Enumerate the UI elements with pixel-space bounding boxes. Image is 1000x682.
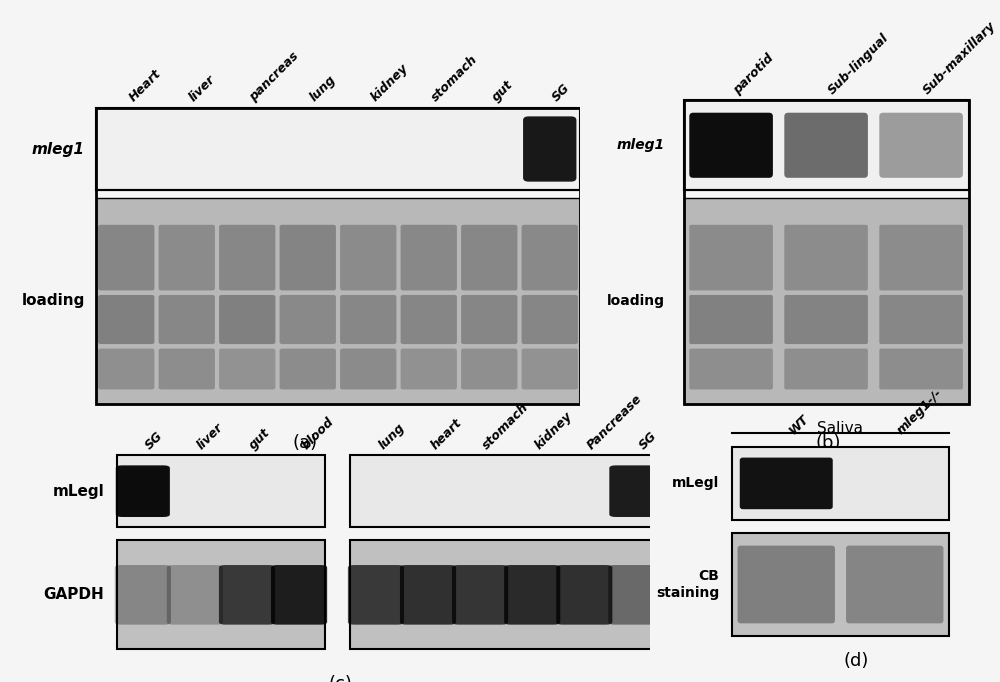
Text: stomach: stomach bbox=[480, 401, 532, 452]
Text: kidney: kidney bbox=[532, 410, 575, 452]
Text: Sub-maxillary: Sub-maxillary bbox=[921, 18, 999, 96]
Text: mleg1: mleg1 bbox=[616, 138, 665, 152]
FancyBboxPatch shape bbox=[96, 108, 580, 190]
FancyBboxPatch shape bbox=[784, 113, 868, 178]
FancyBboxPatch shape bbox=[350, 540, 662, 649]
FancyBboxPatch shape bbox=[280, 349, 336, 389]
FancyBboxPatch shape bbox=[219, 349, 275, 389]
Text: WT: WT bbox=[786, 412, 811, 436]
Text: Sub-lingual: Sub-lingual bbox=[826, 31, 892, 96]
FancyBboxPatch shape bbox=[461, 349, 517, 389]
FancyBboxPatch shape bbox=[784, 225, 868, 291]
FancyBboxPatch shape bbox=[98, 225, 154, 291]
FancyBboxPatch shape bbox=[401, 295, 457, 344]
FancyBboxPatch shape bbox=[117, 455, 325, 527]
FancyBboxPatch shape bbox=[340, 225, 396, 291]
Text: mLegl: mLegl bbox=[672, 477, 720, 490]
FancyBboxPatch shape bbox=[732, 533, 949, 636]
Text: (d): (d) bbox=[843, 652, 869, 670]
FancyBboxPatch shape bbox=[504, 565, 560, 625]
Text: parotid: parotid bbox=[731, 51, 777, 96]
Text: Heart: Heart bbox=[126, 67, 163, 104]
FancyBboxPatch shape bbox=[348, 565, 404, 625]
FancyBboxPatch shape bbox=[609, 465, 663, 517]
FancyBboxPatch shape bbox=[271, 565, 327, 625]
FancyBboxPatch shape bbox=[522, 295, 578, 344]
FancyBboxPatch shape bbox=[689, 225, 773, 291]
FancyBboxPatch shape bbox=[784, 295, 868, 344]
Text: Saliva: Saliva bbox=[818, 421, 864, 436]
FancyBboxPatch shape bbox=[879, 349, 963, 389]
FancyBboxPatch shape bbox=[879, 295, 963, 344]
Text: Pancrease: Pancrease bbox=[584, 392, 644, 452]
Text: (b): (b) bbox=[815, 434, 841, 452]
FancyBboxPatch shape bbox=[452, 565, 508, 625]
FancyBboxPatch shape bbox=[461, 295, 517, 344]
Text: kidney: kidney bbox=[368, 61, 411, 104]
FancyBboxPatch shape bbox=[159, 295, 215, 344]
Text: mleg1: mleg1 bbox=[32, 142, 85, 156]
Text: heart: heart bbox=[428, 416, 464, 452]
Text: CB
staining: CB staining bbox=[656, 569, 720, 599]
FancyBboxPatch shape bbox=[401, 225, 457, 291]
FancyBboxPatch shape bbox=[522, 225, 578, 291]
FancyBboxPatch shape bbox=[461, 225, 517, 291]
FancyBboxPatch shape bbox=[523, 117, 576, 181]
FancyBboxPatch shape bbox=[98, 295, 154, 344]
FancyBboxPatch shape bbox=[879, 225, 963, 291]
FancyBboxPatch shape bbox=[159, 349, 215, 389]
Text: GAPDH: GAPDH bbox=[44, 587, 104, 602]
FancyBboxPatch shape bbox=[689, 295, 773, 344]
FancyBboxPatch shape bbox=[350, 455, 662, 527]
Text: gut: gut bbox=[247, 426, 273, 452]
FancyBboxPatch shape bbox=[98, 349, 154, 389]
FancyBboxPatch shape bbox=[556, 565, 612, 625]
Text: mleg1-/-: mleg1-/- bbox=[895, 386, 945, 436]
Text: gut: gut bbox=[489, 78, 515, 104]
FancyBboxPatch shape bbox=[846, 546, 943, 623]
FancyBboxPatch shape bbox=[784, 349, 868, 389]
FancyBboxPatch shape bbox=[219, 295, 275, 344]
FancyBboxPatch shape bbox=[280, 225, 336, 291]
FancyBboxPatch shape bbox=[117, 540, 325, 649]
FancyBboxPatch shape bbox=[219, 565, 275, 625]
Text: loading: loading bbox=[607, 294, 665, 308]
FancyBboxPatch shape bbox=[684, 198, 969, 404]
Text: liver: liver bbox=[195, 421, 226, 452]
FancyBboxPatch shape bbox=[522, 349, 578, 389]
FancyBboxPatch shape bbox=[879, 113, 963, 178]
Text: pancreas: pancreas bbox=[247, 50, 302, 104]
FancyBboxPatch shape bbox=[280, 295, 336, 344]
FancyBboxPatch shape bbox=[116, 465, 170, 517]
Text: (a): (a) bbox=[292, 434, 318, 452]
Text: (c): (c) bbox=[328, 675, 352, 682]
FancyBboxPatch shape bbox=[115, 565, 171, 625]
FancyBboxPatch shape bbox=[96, 198, 580, 404]
FancyBboxPatch shape bbox=[400, 565, 456, 625]
FancyBboxPatch shape bbox=[732, 447, 949, 520]
FancyBboxPatch shape bbox=[219, 225, 275, 291]
Text: mLegl: mLegl bbox=[53, 484, 104, 499]
Text: SG: SG bbox=[636, 430, 659, 452]
Text: lung: lung bbox=[308, 73, 339, 104]
FancyBboxPatch shape bbox=[689, 113, 773, 178]
FancyBboxPatch shape bbox=[401, 349, 457, 389]
Text: SG: SG bbox=[550, 81, 573, 104]
Text: blood: blood bbox=[299, 415, 336, 452]
FancyBboxPatch shape bbox=[340, 295, 396, 344]
FancyBboxPatch shape bbox=[340, 349, 396, 389]
Text: liver: liver bbox=[187, 73, 218, 104]
FancyBboxPatch shape bbox=[740, 458, 833, 509]
FancyBboxPatch shape bbox=[684, 100, 969, 190]
Text: stomach: stomach bbox=[429, 53, 480, 104]
Text: loading: loading bbox=[22, 293, 85, 308]
Text: SG: SG bbox=[143, 430, 166, 452]
FancyBboxPatch shape bbox=[608, 565, 664, 625]
FancyBboxPatch shape bbox=[738, 546, 835, 623]
FancyBboxPatch shape bbox=[167, 565, 223, 625]
FancyBboxPatch shape bbox=[159, 225, 215, 291]
Text: lung: lung bbox=[376, 421, 407, 452]
FancyBboxPatch shape bbox=[689, 349, 773, 389]
